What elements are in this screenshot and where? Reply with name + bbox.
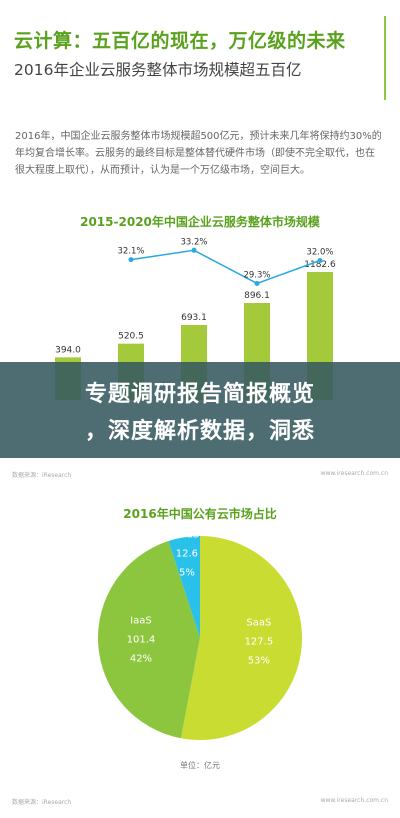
chart2-title: 2016年中国公有云市场占比 xyxy=(123,507,277,521)
page-subtitle: 2016年企业云服务整体市场规模超五百亿 xyxy=(14,61,302,79)
bar-value-label: 394.0 xyxy=(55,345,81,355)
growth-rate-label: 32.0% xyxy=(306,248,333,258)
growth-rate-label: 33.2% xyxy=(180,237,207,247)
header: 云计算：五百亿的现在，万亿级的未来 2016年企业云服务整体市场规模超五百亿 xyxy=(0,0,400,100)
unit-note: 单位：亿元 xyxy=(180,761,220,770)
bar-value-label: 693.1 xyxy=(181,313,207,323)
source-note: 数据来源：iResearch xyxy=(12,799,72,806)
pie-slice-iaas xyxy=(97,540,200,739)
growth-rate-point xyxy=(317,258,323,263)
growth-rate-point xyxy=(191,247,197,253)
bar-value-label: 1182.6 xyxy=(304,260,336,270)
bar-value-label: 520.5 xyxy=(118,332,144,342)
public-cloud-pie-chart: SaaS 127.5 53% IaaS 101.4 42% PaaS 12.6 5% xyxy=(97,529,302,740)
pie-label: 12.6 xyxy=(176,548,198,559)
pie-label: 5% xyxy=(179,567,195,578)
growth-rate-point xyxy=(254,280,260,286)
watermark: www.iresearch.com.cn xyxy=(320,797,388,804)
pie-label: 42% xyxy=(130,654,152,665)
growth-rate-point xyxy=(128,257,134,263)
chart1-title: 2015-2020年中国企业云服务整体市场规模 xyxy=(80,215,320,229)
pie-slice-paas xyxy=(168,536,200,638)
growth-rate-label: 32.1% xyxy=(117,247,144,257)
growth-rate-label: 29.3% xyxy=(243,270,270,280)
page-title: 云计算：五百亿的现在，万亿级的未来 xyxy=(14,30,346,52)
pie-slice-saas xyxy=(180,536,302,740)
growth-rate-line xyxy=(130,249,321,285)
pie-label: 127.5 xyxy=(245,637,274,648)
watermark: www.iresearch.com.cn xyxy=(320,470,388,477)
pie-label: SaaS xyxy=(246,618,271,629)
pie-label: 101.4 xyxy=(127,635,156,646)
pie-label: PaaS xyxy=(175,529,199,540)
bar-value-label: 896.1 xyxy=(244,291,270,301)
banner-line-2: ，深度解析数据，洞悉 xyxy=(84,419,315,444)
header-divider xyxy=(384,16,386,100)
pie-label: IaaS xyxy=(130,616,152,627)
source-note: 数据来源：iResearch xyxy=(12,472,72,479)
overlay-banner: 专题调研报告简报概览 ，深度解析数据，洞悉 xyxy=(0,362,400,458)
pie-label: 53% xyxy=(248,656,270,667)
banner-line-1: 专题调研报告简报概览 xyxy=(84,382,315,407)
intro-paragraph: 2016年，中国企业云服务整体市场规模超500亿元，预计未来几年将保持约30%的… xyxy=(15,131,382,176)
